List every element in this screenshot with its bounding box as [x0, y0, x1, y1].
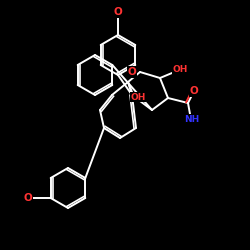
Text: OH: OH: [130, 92, 146, 102]
Text: O: O: [128, 67, 136, 77]
Text: O: O: [23, 193, 32, 203]
Text: NH: NH: [184, 114, 200, 124]
Text: O: O: [190, 86, 198, 96]
Text: OH: OH: [172, 66, 188, 74]
Text: O: O: [114, 7, 122, 17]
